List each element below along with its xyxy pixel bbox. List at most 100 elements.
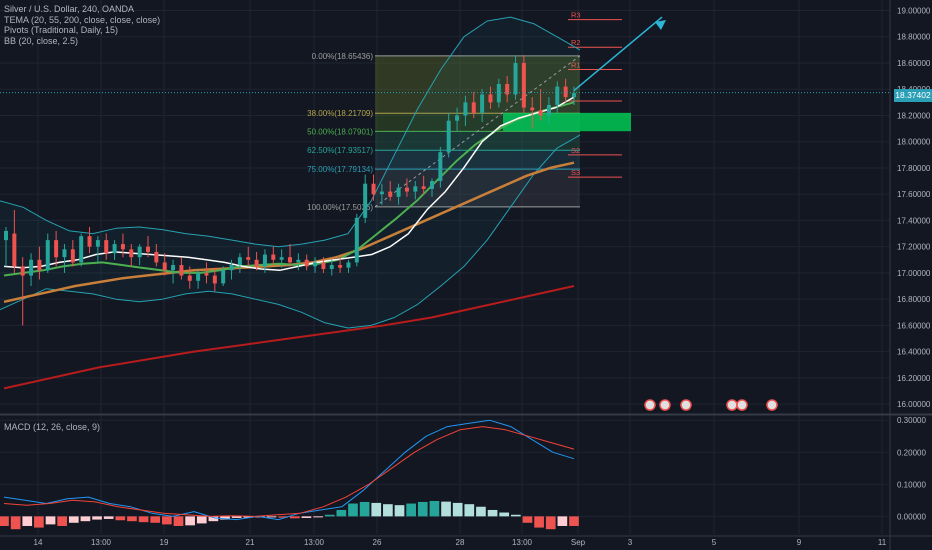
macd-histogram-bar [499,512,510,517]
macd-histogram-bar [45,516,56,525]
x-tick-label: 14 [34,538,43,547]
fib-label: 100.00%(17.5036) [307,203,373,212]
fib-zone-top [375,55,580,114]
macd-y-tick-label: 0.20000 [897,448,926,457]
candle-body [455,115,460,121]
macd-histogram-bar [569,516,579,526]
macd-histogram-bar [464,504,475,517]
macd-histogram-bar [22,516,33,526]
y-tick-label: 17.80000 [897,164,931,173]
candle-body [262,254,267,267]
fib-zone-62 [375,150,580,170]
x-tick-label: 21 [246,538,255,547]
candle-body [313,262,318,267]
pivot-label: S3 [571,168,580,177]
candle-body [20,266,25,276]
candle-body [363,183,368,218]
candle-body [129,249,134,258]
candle-body [438,152,443,182]
legend-bb: BB (20, close, 2.5) [4,35,79,46]
candle-body [212,275,217,284]
bollinger-fill [0,17,580,328]
macd-histogram-bar [359,501,370,517]
candle-body [505,83,510,95]
candle-body [396,187,401,197]
fib-label: 75.00%(17.79134) [307,165,373,174]
macd-histogram-bar [348,503,358,517]
candle-body [421,186,426,189]
event-marker [766,399,778,411]
candle-body [29,259,34,276]
tema-20-line [3,96,575,272]
candle-body [463,102,468,116]
candle-body [496,83,501,103]
y-tick-label: 17.40000 [897,216,931,225]
y-tick-label: 19.00000 [897,6,931,15]
y-tick-label: 16.80000 [897,295,931,304]
candle-body [95,240,100,247]
candle-body [379,191,384,195]
macd-histogram-bar [545,516,556,530]
candle-body [388,191,393,197]
candle-body [254,259,259,267]
x-tick-label: 13:00 [304,538,325,547]
tema-200-line [3,285,575,390]
event-marker [644,399,656,411]
macd-histogram-bar [441,501,451,517]
candle-body [279,257,284,260]
candle-body [62,249,67,258]
macd-histogram-bar [324,514,335,517]
macd-histogram-bar [417,501,428,517]
candle-body [120,244,125,250]
macd-legend: MACD (12, 26, close, 9) [4,422,101,432]
candle-body [4,230,8,241]
macd-histogram-bar [452,502,463,517]
x-tick-label: 5 [712,538,717,547]
y-tick-label: 16.40000 [897,348,931,357]
macd-histogram-bar [10,516,21,530]
macd-histogram-bar [138,516,149,523]
macd-histogram-bar [231,516,242,518]
candle-body [196,272,201,281]
candle-body [521,62,526,108]
fib-trend-line [374,55,581,208]
event-marker [736,399,748,411]
tema-mid-line [3,101,575,277]
y-tick-label: 16.60000 [897,321,931,330]
candle-body [104,240,109,254]
macd-histogram-bar [185,516,195,526]
candle-body [271,254,276,260]
candle-body [538,110,543,116]
macd-histogram-bar [383,504,393,517]
macd-histogram-bar [220,516,230,520]
macd-histogram-bar [68,516,79,523]
candle-body [413,186,418,192]
y-tick-label: 18.80000 [897,33,931,42]
chart-legend: Silver / U.S. Dollar, 240, OANDA TEMA (2… [4,4,160,46]
candle-body [187,275,192,281]
y-tick-label: 18.60000 [897,59,931,68]
macd-histogram-bar [510,514,521,517]
candle-body [12,233,17,267]
pivot-label: R1 [571,61,581,70]
candle-body [162,262,167,271]
macd-histogram-bar [0,516,9,526]
fib-zone-50 [375,131,580,151]
candle-body [246,257,251,260]
macd-y-tick-label: 0.10000 [897,480,926,489]
macd-histogram-bar [394,505,405,517]
candle-body [79,236,84,263]
pivot-label: R3 [571,11,581,20]
macd-histogram-bar [476,506,486,517]
candle-body [229,265,234,271]
candle-body [555,86,560,105]
legend-pivots: Pivots (Traditional, Daily, 15) [4,25,119,35]
candle-body [87,236,92,247]
candle-body [563,86,568,98]
candle-body [237,257,242,266]
candle-body [546,104,551,116]
x-tick-label: 19 [160,538,169,547]
macd-histogram-bar [34,516,44,528]
macd-histogram-bar [336,509,347,517]
